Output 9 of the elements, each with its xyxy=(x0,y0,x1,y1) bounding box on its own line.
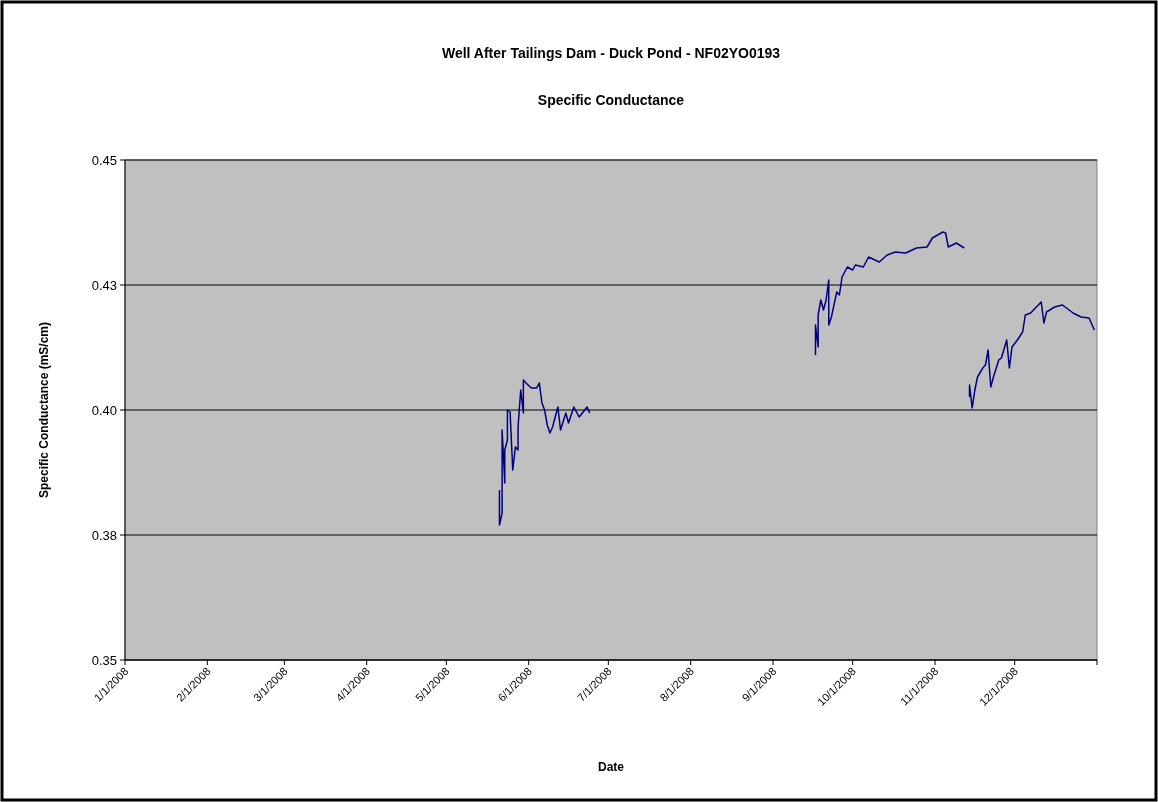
y-tick-label: 0.43 xyxy=(91,277,117,293)
y-tick-label: 0.35 xyxy=(91,652,117,668)
y-axis-title: Specific Conductance (mS/cm) xyxy=(37,321,51,499)
y-tick-label: 0.45 xyxy=(91,152,117,168)
chart-title: Well After Tailings Dam - Duck Pond - NF02YO0193 xyxy=(441,45,781,61)
y-tick-label: 0.38 xyxy=(91,527,117,543)
x-axis-title: Date xyxy=(597,760,625,774)
y-tick-label: 0.40 xyxy=(91,402,117,418)
chart-subtitle: Specific Conductance xyxy=(537,92,685,108)
